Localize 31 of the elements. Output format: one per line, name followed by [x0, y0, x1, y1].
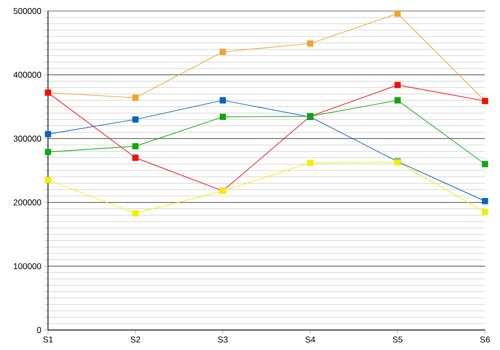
point	[132, 116, 139, 123]
y-tick-label: 100000	[14, 263, 42, 270]
point	[307, 40, 314, 47]
point	[132, 154, 139, 161]
y-tick-label: 400000	[13, 72, 42, 78]
y-tick-label: 200000	[14, 199, 42, 206]
point	[132, 94, 139, 101]
point	[482, 208, 488, 216]
point	[44, 130, 52, 138]
point	[132, 210, 139, 216]
point	[44, 148, 52, 156]
y-tick-label: 0	[37, 327, 42, 333]
point	[394, 10, 401, 17]
x-tick-label: S3	[218, 336, 228, 343]
point	[132, 143, 139, 150]
point	[482, 160, 488, 168]
x-tick-label: S6	[480, 336, 490, 343]
x-tick-label: S1	[43, 336, 53, 343]
point	[220, 48, 226, 55]
point	[394, 97, 401, 104]
point	[307, 160, 314, 166]
y-tick-label: 500000	[14, 8, 42, 14]
y-tick-label: 300000	[14, 136, 42, 142]
point	[220, 97, 226, 104]
x-tick-label: S2	[130, 336, 140, 343]
x-tick-label: S4	[305, 336, 316, 343]
point	[394, 82, 401, 88]
point	[220, 114, 226, 120]
x-tick-label: S5	[392, 336, 402, 343]
point	[482, 198, 488, 204]
point	[44, 176, 52, 184]
